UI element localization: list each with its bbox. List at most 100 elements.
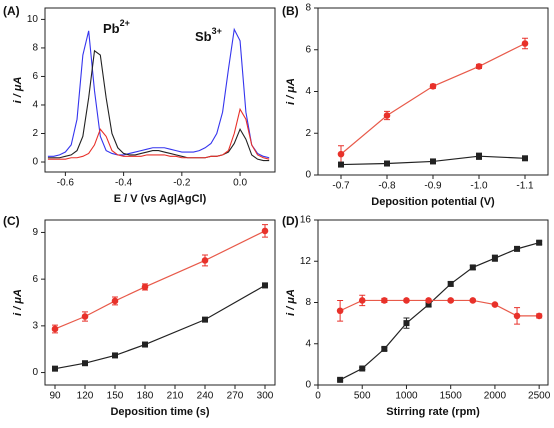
annotation: Sb3+ bbox=[195, 26, 222, 44]
x-tick-label: 120 bbox=[77, 391, 94, 402]
panel-label: (D) bbox=[282, 214, 299, 228]
y-tick-label: 3 bbox=[32, 320, 38, 331]
x-tick-label: 1500 bbox=[440, 391, 463, 402]
y-tick-label: 9 bbox=[32, 227, 38, 238]
annotation-text: Pb bbox=[103, 21, 120, 36]
y-tick-label: 0 bbox=[32, 157, 38, 168]
series-line bbox=[339, 242, 540, 381]
marker bbox=[447, 297, 454, 304]
marker bbox=[447, 280, 454, 287]
marker bbox=[491, 301, 499, 308]
x-tick-label: -0.9 bbox=[424, 181, 442, 192]
x-tick-label: 180 bbox=[137, 391, 154, 402]
marker bbox=[337, 150, 345, 158]
series-line bbox=[47, 49, 270, 162]
panel-label: (C) bbox=[3, 214, 20, 228]
y-tick-label: 0 bbox=[305, 170, 311, 181]
x-tick-label: 1000 bbox=[395, 391, 418, 402]
marker bbox=[535, 312, 543, 320]
y-tick-label: 0 bbox=[305, 380, 311, 391]
x-axis-label: Deposition potential (V) bbox=[371, 196, 495, 208]
x-tick-label: 150 bbox=[107, 391, 124, 402]
marker bbox=[425, 301, 432, 308]
marker bbox=[521, 40, 529, 47]
x-axis-label: Deposition time (s) bbox=[110, 406, 209, 418]
x-tick-label: -0.8 bbox=[378, 181, 396, 192]
y-tick-label: 12 bbox=[300, 256, 312, 267]
y-axis-label: i / μA bbox=[285, 78, 297, 105]
annotation-superscript: 3+ bbox=[212, 26, 222, 36]
y-axis-label: i / μA bbox=[12, 77, 24, 104]
marker bbox=[338, 161, 344, 168]
marker bbox=[383, 112, 391, 119]
marker bbox=[469, 297, 477, 304]
y-tick-label: 6 bbox=[32, 71, 38, 82]
marker bbox=[475, 63, 483, 70]
y-axis-label: i / μA bbox=[285, 289, 297, 316]
annotation: Pb2+ bbox=[103, 18, 130, 36]
marker bbox=[425, 297, 432, 304]
x-tick-label: 2000 bbox=[484, 391, 507, 402]
series-line bbox=[54, 284, 266, 370]
marker bbox=[469, 264, 476, 271]
series-line bbox=[340, 42, 526, 155]
y-tick-label: 16 bbox=[300, 215, 312, 226]
plot-frame bbox=[44, 7, 276, 173]
x-axis-label: Stirring rate (rpm) bbox=[386, 406, 480, 418]
marker bbox=[141, 283, 149, 291]
marker bbox=[381, 345, 388, 352]
x-axis-label: E / V (vs Ag|AgCl) bbox=[114, 193, 207, 205]
y-tick-label: 6 bbox=[32, 274, 38, 285]
y-tick-label: 4 bbox=[305, 338, 311, 349]
y-tick-label: 8 bbox=[305, 3, 311, 14]
annotation-text: Sb bbox=[195, 29, 212, 44]
x-tick-label: 300 bbox=[257, 391, 274, 402]
marker bbox=[384, 160, 390, 167]
plot-frame bbox=[317, 7, 549, 176]
series-line bbox=[47, 107, 270, 160]
x-tick-label: -1.1 bbox=[516, 181, 534, 192]
marker bbox=[112, 352, 118, 359]
x-tick-label: -0.4 bbox=[115, 178, 133, 189]
marker bbox=[111, 297, 119, 305]
x-tick-label: -0.7 bbox=[332, 181, 350, 192]
marker bbox=[142, 341, 148, 348]
y-tick-label: 8 bbox=[32, 43, 38, 54]
marker bbox=[403, 297, 410, 304]
x-tick-label: 2500 bbox=[528, 391, 551, 402]
y-tick-label: 2 bbox=[305, 128, 311, 139]
marker bbox=[536, 239, 543, 246]
marker bbox=[522, 155, 528, 162]
marker bbox=[337, 376, 344, 383]
marker bbox=[513, 312, 521, 320]
y-tick-label: 10 bbox=[27, 14, 39, 25]
marker bbox=[52, 365, 58, 372]
y-tick-label: 6 bbox=[305, 44, 311, 55]
plot-frame bbox=[44, 219, 276, 386]
x-tick-label: 90 bbox=[49, 391, 61, 402]
marker bbox=[476, 153, 482, 160]
x-tick-label: 500 bbox=[354, 391, 371, 402]
y-tick-label: 2 bbox=[32, 128, 38, 139]
marker bbox=[51, 325, 59, 333]
y-tick-label: 4 bbox=[305, 86, 311, 97]
x-tick-label: 270 bbox=[227, 391, 244, 402]
x-tick-label: 0 bbox=[315, 391, 321, 402]
y-tick-label: 4 bbox=[32, 100, 38, 111]
x-tick-label: 0.0 bbox=[233, 178, 247, 189]
marker bbox=[202, 316, 208, 323]
x-tick-label: -0.6 bbox=[57, 178, 75, 189]
marker bbox=[359, 365, 366, 372]
panel-label: (A) bbox=[3, 4, 20, 18]
series-line bbox=[47, 27, 270, 159]
x-tick-label: -0.2 bbox=[173, 178, 191, 189]
marker bbox=[429, 82, 437, 90]
series-line bbox=[54, 230, 266, 330]
y-tick-label: 8 bbox=[305, 297, 311, 308]
marker bbox=[81, 313, 89, 320]
plot-frame bbox=[317, 219, 549, 386]
y-axis-label: i / μA bbox=[12, 289, 24, 316]
marker bbox=[381, 297, 388, 304]
y-tick-label: 0 bbox=[32, 367, 38, 378]
